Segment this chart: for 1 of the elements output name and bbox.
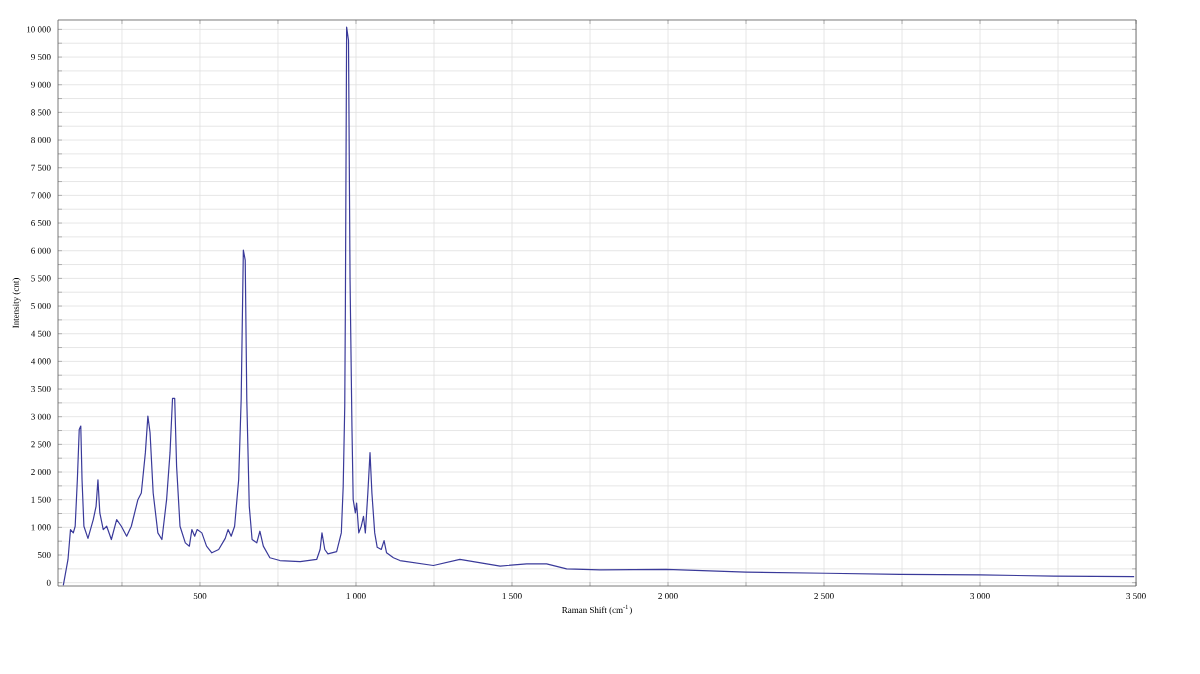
line-series	[62, 26, 1135, 586]
